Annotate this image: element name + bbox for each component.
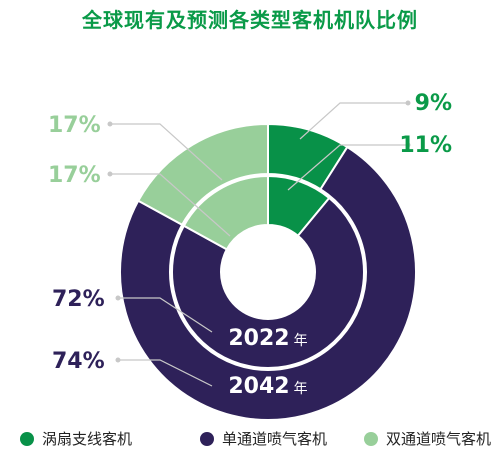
leader-lines (107, 100, 411, 387)
label-2022-turboprop: 11% (399, 133, 452, 158)
leader-2042-turboprop-dot (405, 100, 411, 106)
legend-swatch-turboprop (20, 431, 34, 446)
donut-hole (221, 225, 315, 319)
label-2022-single-aisle: 72% (52, 287, 105, 312)
leader-2042-single-aisle-dot (115, 357, 121, 363)
leader-2042-single-aisle (118, 359, 213, 387)
chart-title: 全球现有及预测各类型客机机队比例 (82, 8, 418, 32)
label-2042-single-aisle: 74% (52, 349, 105, 374)
ring-2042-slice-single-aisle (119, 145, 417, 421)
leader-2022-single-aisle-dot (115, 295, 121, 301)
legend-swatch-twin-aisle (364, 431, 378, 446)
label-2042-twin-aisle: 17% (48, 113, 101, 138)
legend-item-turboprop: 涡扇支线客机 (20, 428, 132, 449)
label-2042-turboprop: 9% (415, 91, 452, 116)
leader-2022-turboprop-dot (405, 142, 411, 148)
legend: 涡扇支线客机 单通道喷气客机 双通道喷气客机 (14, 428, 494, 452)
legend-item-twin-aisle: 双通道喷气客机 (364, 428, 491, 449)
ring-label-2022: 2022 年 (228, 326, 307, 351)
leader-2042-twin-aisle (110, 123, 223, 181)
legend-item-single-aisle: 单通道喷气客机 (200, 428, 327, 449)
leader-2022-single-aisle (118, 297, 213, 333)
leader-2022-twin-aisle (110, 173, 231, 237)
leader-2022-twin-aisle-dot (107, 171, 113, 177)
outer-ring-2042 (119, 122, 417, 421)
legend-label-turboprop: 涡扇支线客机 (42, 430, 133, 448)
legend-label-single-aisle: 单通道喷气客机 (222, 430, 328, 448)
leader-2022-turboprop (287, 144, 408, 191)
legend-label-twin-aisle: 双通道喷气客机 (386, 430, 492, 448)
leader-2042-twin-aisle-dot (107, 121, 113, 127)
donut-chart: 9% 11% 17% 17% 72% 74% 2022 年 2042 年 (48, 91, 452, 421)
label-2022-twin-aisle: 17% (48, 163, 101, 188)
ring-2042-slice-twin-aisle (136, 122, 269, 227)
legend-swatch-single-aisle (200, 431, 214, 446)
leader-2042-turboprop (299, 102, 408, 140)
ring-label-2042: 2042 年 (228, 374, 307, 399)
